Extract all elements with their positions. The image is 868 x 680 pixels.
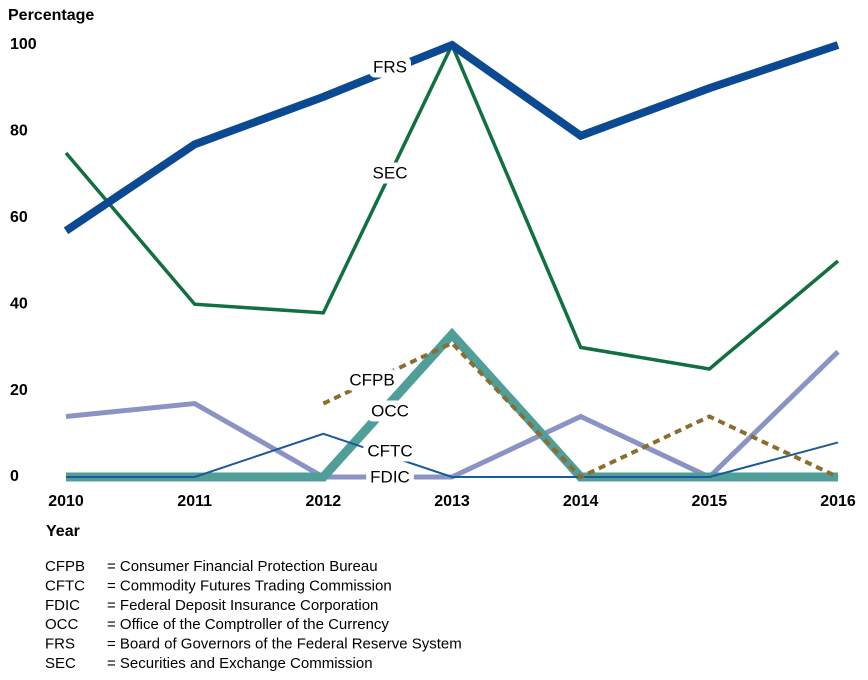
series-label: CFTC — [367, 441, 412, 460]
x-tick-label: 2011 — [177, 493, 212, 510]
note-abbr: CFPB — [45, 558, 85, 575]
note-abbr: SEC — [45, 655, 76, 672]
series-line — [66, 432, 839, 478]
series-label: FDIC — [370, 467, 410, 486]
y-tick-label: 20 — [10, 382, 28, 399]
y-tick-label: 40 — [10, 295, 28, 312]
series-label: CFPB — [349, 370, 394, 389]
series-label-bg — [369, 56, 411, 78]
y-tick-label: 100 — [10, 36, 37, 53]
note-abbr: OCC — [45, 616, 79, 633]
x-tick-label: 2013 — [434, 493, 470, 510]
series-label: SEC — [373, 163, 408, 182]
y-tick-label: 80 — [10, 123, 28, 140]
series-line — [322, 340, 839, 480]
series-label-bg — [363, 440, 417, 462]
x-tick-label: 2015 — [692, 493, 728, 510]
series-label: OCC — [371, 401, 409, 420]
note-text: = Board of Governors of the Federal Rese… — [107, 636, 462, 653]
x-axis-label: Year — [46, 523, 80, 540]
x-tick-label: 2016 — [820, 493, 856, 510]
note-text: = Federal Deposit Insurance Corporation — [107, 597, 378, 614]
x-tick-label: 2010 — [48, 493, 84, 510]
note-text: = Consumer Financial Protection Bureau — [107, 558, 378, 575]
series-label-bg — [366, 466, 414, 488]
series-line — [63, 40, 840, 235]
series-label-bg — [368, 162, 412, 184]
chart-title: Percentage — [8, 7, 94, 24]
series-line — [65, 349, 840, 480]
note-abbr: CFTC — [45, 577, 85, 594]
series-label: FRS — [373, 57, 407, 76]
note-text: = Office of the Comptroller of the Curre… — [107, 616, 389, 633]
series-label-bg — [367, 400, 413, 422]
x-tick-label: 2012 — [306, 493, 342, 510]
y-tick-label: 60 — [10, 209, 28, 226]
series-line — [64, 40, 840, 371]
note-text: = Commodity Futures Trading Commission — [107, 577, 392, 594]
note-abbr: FRS — [45, 636, 75, 653]
y-tick-label: 0 — [10, 468, 19, 485]
note-text: = Securities and Exchange Commission — [107, 655, 373, 672]
note-abbr: FDIC — [45, 597, 80, 614]
series-label-bg — [345, 369, 399, 391]
x-tick-label: 2014 — [563, 493, 599, 510]
